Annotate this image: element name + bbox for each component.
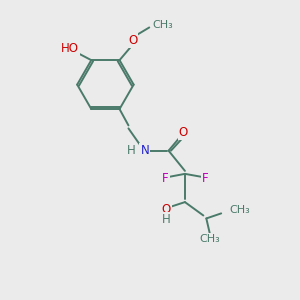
Text: H: H [162,212,171,226]
Text: F: F [202,172,208,185]
Text: CH₃: CH₃ [152,20,173,30]
Text: N: N [140,144,149,157]
Text: O: O [162,203,171,216]
Text: O: O [179,126,188,139]
Text: CH₃: CH₃ [200,234,220,244]
Text: CH₃: CH₃ [229,205,250,214]
Text: O: O [128,34,137,47]
Text: F: F [162,172,169,185]
Text: HO: HO [61,42,79,56]
Text: H: H [127,144,135,157]
